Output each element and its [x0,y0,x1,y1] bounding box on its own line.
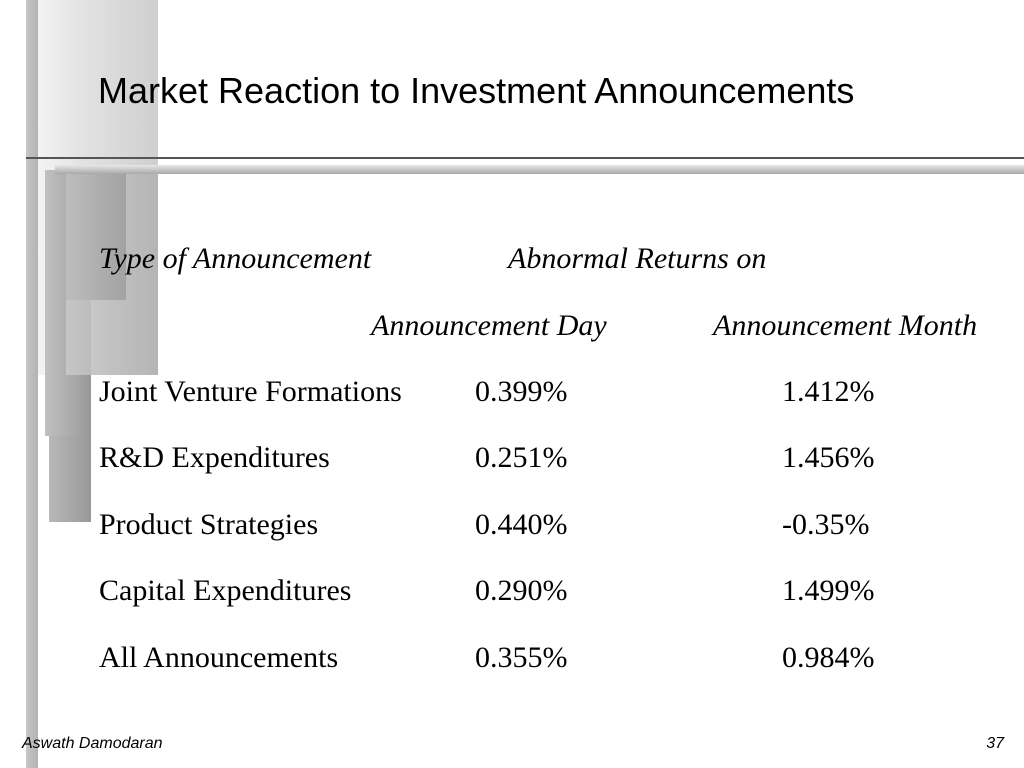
title-divider [26,157,1024,159]
decorative-bar [66,170,126,300]
row-type: Capital Expenditures [99,574,352,607]
footer-author: Aswath Damodaran [22,735,163,752]
header-day: Announcement Day [371,309,607,342]
page-number: 37 [986,735,1004,752]
header-month: Announcement Month [713,309,978,342]
row-day-return: 0.355% [475,641,568,674]
decorative-bar [26,0,38,768]
row-type: All Announcements [99,641,339,674]
row-month-return: 0.984% [782,641,875,674]
row-day-return: 0.399% [475,375,568,408]
row-type: Product Strategies [99,508,319,541]
row-day-return: 0.251% [475,441,568,474]
row-month-return: 1.456% [782,441,875,474]
row-day-return: 0.290% [475,574,568,607]
header-returns: Abnormal Returns on [508,242,767,275]
title-divider-bar [55,165,1024,174]
row-type: Joint Venture Formations [99,375,402,408]
slide-title: Market Reaction to Investment Announceme… [98,70,855,111]
row-day-return: 0.440% [475,508,568,541]
row-month-return: -0.35% [782,508,870,541]
row-month-return: 1.412% [782,375,875,408]
header-type: Type of Announcement [99,242,372,275]
row-month-return: 1.499% [782,574,875,607]
row-type: R&D Expenditures [99,441,330,474]
